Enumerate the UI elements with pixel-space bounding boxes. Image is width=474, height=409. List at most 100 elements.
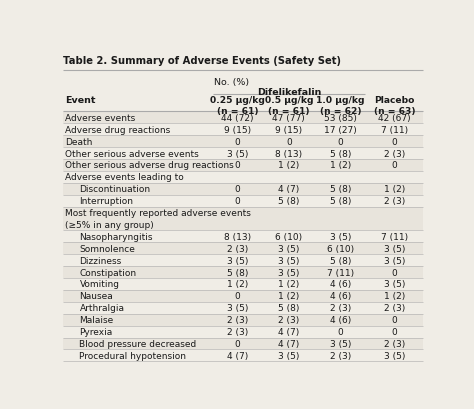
Text: 1 (2): 1 (2) <box>384 185 405 194</box>
Bar <box>63 160 423 171</box>
Text: 3 (5): 3 (5) <box>329 339 351 348</box>
Text: 2 (3): 2 (3) <box>278 315 300 324</box>
Text: 0: 0 <box>235 137 240 146</box>
Bar <box>63 183 423 195</box>
Bar <box>63 314 423 326</box>
Text: 2 (3): 2 (3) <box>227 315 248 324</box>
Text: 3 (5): 3 (5) <box>278 268 300 277</box>
Text: 1 (2): 1 (2) <box>278 280 300 289</box>
Text: 5 (8): 5 (8) <box>329 149 351 158</box>
Text: 0.5 μg/kg
(n = 61): 0.5 μg/kg (n = 61) <box>264 96 313 116</box>
Text: 47 (77): 47 (77) <box>273 114 305 122</box>
Text: 0: 0 <box>235 292 240 301</box>
Text: Table 2. Summary of Adverse Events (Safety Set): Table 2. Summary of Adverse Events (Safe… <box>63 56 341 66</box>
Text: 3 (5): 3 (5) <box>278 351 300 360</box>
Text: Procedural hypotension: Procedural hypotension <box>80 351 186 360</box>
Text: 3 (5): 3 (5) <box>384 244 405 253</box>
Text: Nasopharyngitis: Nasopharyngitis <box>80 232 153 241</box>
Text: Somnolence: Somnolence <box>80 244 136 253</box>
Text: 53 (85): 53 (85) <box>324 114 357 122</box>
Bar <box>63 112 423 124</box>
Text: 3 (5): 3 (5) <box>384 256 405 265</box>
Text: 4 (7): 4 (7) <box>227 351 248 360</box>
Text: No. (%): No. (%) <box>213 77 249 86</box>
Text: 3 (5): 3 (5) <box>227 303 248 312</box>
Text: 0.25 μg/kg
(n = 61): 0.25 μg/kg (n = 61) <box>210 96 265 116</box>
Text: Dizziness: Dizziness <box>80 256 122 265</box>
Text: 0: 0 <box>235 161 240 170</box>
Text: 3 (5): 3 (5) <box>278 244 300 253</box>
Text: Arthralgia: Arthralgia <box>80 303 125 312</box>
Text: Event: Event <box>65 96 95 105</box>
Text: 4 (6): 4 (6) <box>329 292 351 301</box>
Bar <box>63 302 423 314</box>
Text: 1 (2): 1 (2) <box>278 292 300 301</box>
Text: Vomiting: Vomiting <box>80 280 119 289</box>
Text: 3 (5): 3 (5) <box>278 256 300 265</box>
Text: Adverse events: Adverse events <box>65 114 135 122</box>
Text: 6 (10): 6 (10) <box>327 244 354 253</box>
Text: 5 (8): 5 (8) <box>329 185 351 194</box>
Text: 7 (11): 7 (11) <box>381 232 408 241</box>
Text: 0: 0 <box>392 327 397 336</box>
Text: 4 (6): 4 (6) <box>329 315 351 324</box>
Text: 0: 0 <box>337 137 343 146</box>
Text: 5 (8): 5 (8) <box>278 303 300 312</box>
Text: 0: 0 <box>286 137 292 146</box>
Text: 2 (3): 2 (3) <box>329 351 351 360</box>
Text: 5 (8): 5 (8) <box>329 256 351 265</box>
Text: 0: 0 <box>392 161 397 170</box>
Text: Difelikefalin: Difelikefalin <box>256 88 321 97</box>
Bar <box>63 290 423 302</box>
Text: 1.0 μg/kg
(n = 62): 1.0 μg/kg (n = 62) <box>316 96 365 116</box>
Bar <box>63 279 423 290</box>
Text: 2 (3): 2 (3) <box>227 327 248 336</box>
Bar <box>63 195 423 207</box>
Text: 1 (2): 1 (2) <box>384 292 405 301</box>
Bar <box>63 148 423 160</box>
Text: 8 (13): 8 (13) <box>275 149 302 158</box>
Text: 3 (5): 3 (5) <box>384 351 405 360</box>
Text: Other serious adverse events: Other serious adverse events <box>65 149 199 158</box>
Text: 0: 0 <box>392 315 397 324</box>
Text: 1 (2): 1 (2) <box>227 280 248 289</box>
Text: 0: 0 <box>235 185 240 194</box>
Text: 9 (15): 9 (15) <box>275 126 302 135</box>
Text: 0: 0 <box>235 197 240 206</box>
Text: 9 (15): 9 (15) <box>224 126 251 135</box>
Text: 42 (67): 42 (67) <box>378 114 411 122</box>
Text: 4 (7): 4 (7) <box>278 185 300 194</box>
Text: Adverse drug reactions: Adverse drug reactions <box>65 126 170 135</box>
Text: 2 (3): 2 (3) <box>384 303 405 312</box>
Text: 1 (2): 1 (2) <box>329 161 351 170</box>
Text: 4 (7): 4 (7) <box>278 339 300 348</box>
Bar <box>63 171 423 183</box>
Bar <box>63 254 423 267</box>
Text: 6 (10): 6 (10) <box>275 232 302 241</box>
Text: 3 (5): 3 (5) <box>227 149 248 158</box>
Text: Death: Death <box>65 137 92 146</box>
Text: 4 (6): 4 (6) <box>329 280 351 289</box>
Text: 5 (8): 5 (8) <box>227 268 248 277</box>
Text: 44 (72): 44 (72) <box>221 114 254 122</box>
Text: Constipation: Constipation <box>80 268 137 277</box>
Bar <box>63 267 423 279</box>
Text: 5 (8): 5 (8) <box>329 197 351 206</box>
Text: Adverse events leading to: Adverse events leading to <box>65 173 183 182</box>
Bar <box>63 326 423 338</box>
Text: 3 (5): 3 (5) <box>227 256 248 265</box>
Text: 7 (11): 7 (11) <box>327 268 354 277</box>
Text: 3 (5): 3 (5) <box>384 280 405 289</box>
Text: Most frequently reported adverse events
(≥5% in any group): Most frequently reported adverse events … <box>65 209 251 229</box>
Text: 3 (5): 3 (5) <box>329 232 351 241</box>
Bar <box>63 243 423 254</box>
Text: 2 (3): 2 (3) <box>384 339 405 348</box>
Bar <box>63 136 423 148</box>
Text: 0: 0 <box>392 268 397 277</box>
Text: 5 (8): 5 (8) <box>278 197 300 206</box>
Text: 2 (3): 2 (3) <box>329 303 351 312</box>
Text: 17 (27): 17 (27) <box>324 126 356 135</box>
Text: 0: 0 <box>235 339 240 348</box>
Text: Other serious adverse drug reactions: Other serious adverse drug reactions <box>65 161 234 170</box>
Text: Placebo
(n = 63): Placebo (n = 63) <box>374 96 415 116</box>
